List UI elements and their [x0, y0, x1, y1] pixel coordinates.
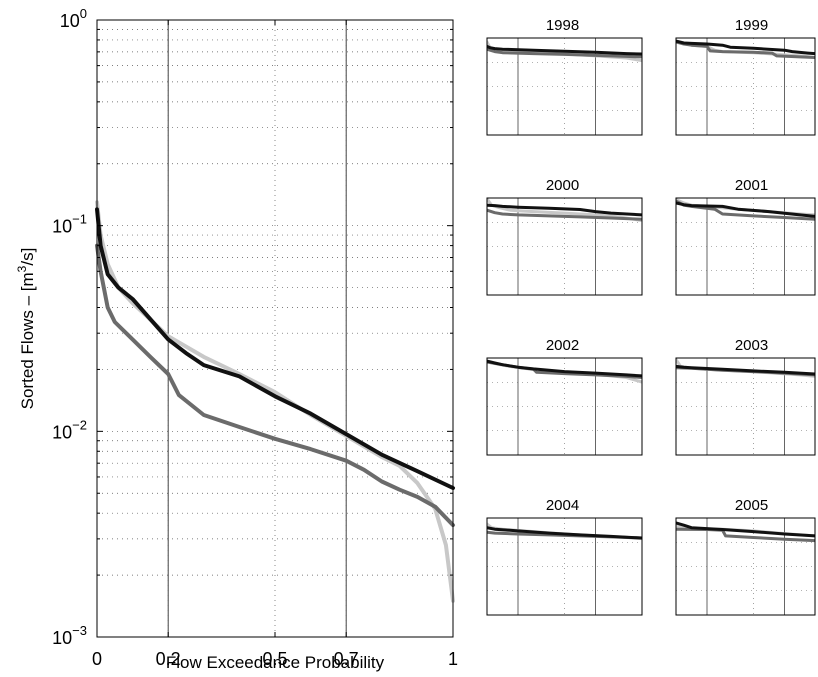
panel-series-group — [487, 198, 642, 223]
year-panel-2004: 2004 — [486, 497, 643, 616]
panel-frame — [675, 517, 816, 616]
panel-frame — [675, 37, 816, 136]
panel-series-group — [487, 522, 642, 541]
year-panel-1999: 1999 — [675, 17, 816, 136]
panel-series-line-2 — [487, 44, 642, 56]
x-tick-label: 0.7 — [334, 649, 359, 669]
y-tick-label: 10−3 — [52, 623, 87, 648]
panel-frame — [486, 37, 643, 136]
panel-frame — [675, 357, 816, 456]
plot-background — [97, 20, 453, 637]
panel-series-line-2 — [676, 364, 815, 376]
panel-title: 2002 — [546, 337, 579, 354]
year-panel-2001: 2001 — [675, 177, 816, 296]
y-axis-label: Sorted Flows – [m3/s] — [15, 248, 37, 410]
panel-frame — [486, 357, 643, 456]
series-line-2 — [95, 207, 455, 490]
panel-series-group — [487, 359, 642, 384]
panel-frame — [486, 197, 643, 296]
panel-title: 2003 — [735, 337, 768, 354]
year-panel-2003: 2003 — [675, 337, 816, 456]
year-panel-2005: 2005 — [675, 497, 816, 616]
x-axis-label: Flow Exceedance Probability — [166, 653, 385, 672]
year-panel-1998: 1998 — [486, 17, 643, 136]
panel-series-line-2 — [487, 526, 642, 540]
panel-series-group — [676, 358, 815, 378]
panel-series-group — [676, 521, 815, 543]
panel-series-line-1 — [676, 40, 815, 59]
main-plot: 0 0.2 0.5 0.7 1 10−3 10−2 10−1 100 Flow Exceedanc… — [15, 6, 458, 672]
panel-series-line-2 — [676, 201, 815, 218]
panel-title: 1998 — [546, 17, 579, 34]
panel-series-group — [487, 40, 642, 63]
panel-frame — [675, 197, 816, 296]
year-panel-2000: 2000 — [486, 177, 643, 296]
yearly-small-multiples: 1998 1999 2000 2001 2002 2003 2004 2005 — [486, 17, 816, 616]
y-tick-label: 10−1 — [52, 212, 87, 237]
y-tick-label: 100 — [60, 6, 87, 31]
y-tick-label: 10−2 — [52, 417, 87, 442]
panel-series-line-1 — [487, 208, 642, 221]
panel-series-line-2 — [487, 203, 642, 217]
x-tick-label: 1 — [448, 649, 458, 669]
x-tick-label: 0.2 — [156, 649, 181, 669]
x-tick-label: 0.5 — [262, 649, 287, 669]
x-tick-label: 0 — [92, 649, 102, 669]
panel-series-line-2 — [487, 359, 642, 378]
panel-series-group — [676, 198, 815, 221]
panel-series-line-2 — [676, 521, 815, 538]
panel-title: 2004 — [546, 497, 579, 514]
panel-frame — [486, 517, 643, 616]
panel-title: 2000 — [546, 177, 579, 194]
panel-title: 2005 — [735, 497, 768, 514]
panel-series-line-2 — [676, 39, 815, 56]
panel-series-line-1 — [487, 47, 642, 59]
panel-series-group — [676, 39, 815, 59]
panel-title: 1999 — [735, 17, 768, 34]
year-panel-2002: 2002 — [486, 337, 643, 456]
series-line-0 — [95, 200, 455, 603]
series-line-1 — [95, 243, 455, 528]
panel-title: 2001 — [735, 177, 768, 194]
